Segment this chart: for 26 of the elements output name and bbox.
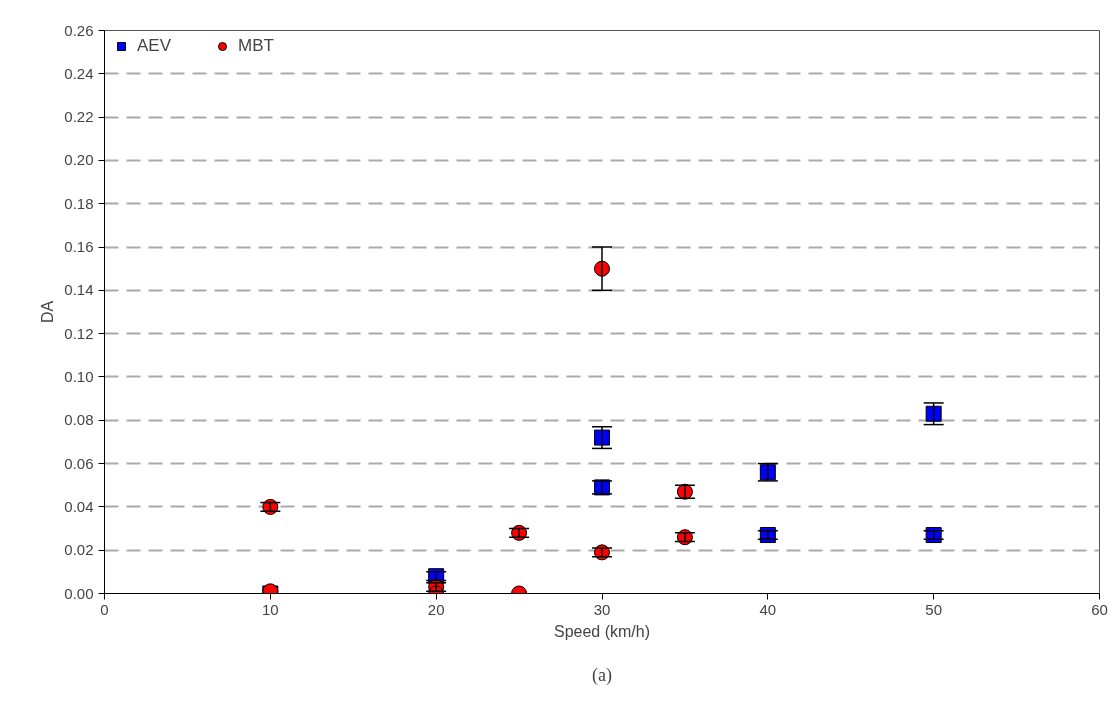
x-tick-label: 20	[427, 600, 445, 618]
y-tick-label: 0.14	[64, 281, 94, 299]
y-tick-label: 0.04	[64, 497, 94, 515]
y-tick-label: 0.24	[64, 64, 94, 82]
y-tick-label: 0.10	[64, 367, 94, 385]
legend-label: AEV	[137, 36, 172, 56]
y-tick-label: 0.26	[64, 21, 94, 39]
x-tick-label: 50	[925, 600, 943, 618]
y-tick-label: 0.18	[64, 194, 94, 212]
y-tick-label: 0.02	[64, 541, 94, 559]
y-tick-label: 0.22	[64, 108, 94, 126]
y-tick-label: 0.06	[64, 454, 94, 472]
x-tick-label: 10	[261, 600, 279, 618]
legend-label: MBT	[238, 36, 274, 56]
y-tick-label: 0.16	[64, 238, 94, 256]
y-tick-label: 0.12	[64, 324, 94, 342]
y-tick-label: 0.00	[64, 584, 94, 602]
y-tick-label: 0.08	[64, 411, 94, 429]
y-axis-title: DA	[39, 300, 57, 324]
x-tick-label: 30	[593, 600, 611, 618]
x-tick-label: 40	[759, 600, 777, 618]
x-tick-label: 60	[1091, 600, 1108, 618]
text: (a)	[592, 664, 612, 686]
x-axis-title: Speed (km/h)	[553, 622, 651, 640]
x-tick-label: 0	[100, 600, 109, 618]
y-tick-label: 0.20	[64, 151, 94, 169]
